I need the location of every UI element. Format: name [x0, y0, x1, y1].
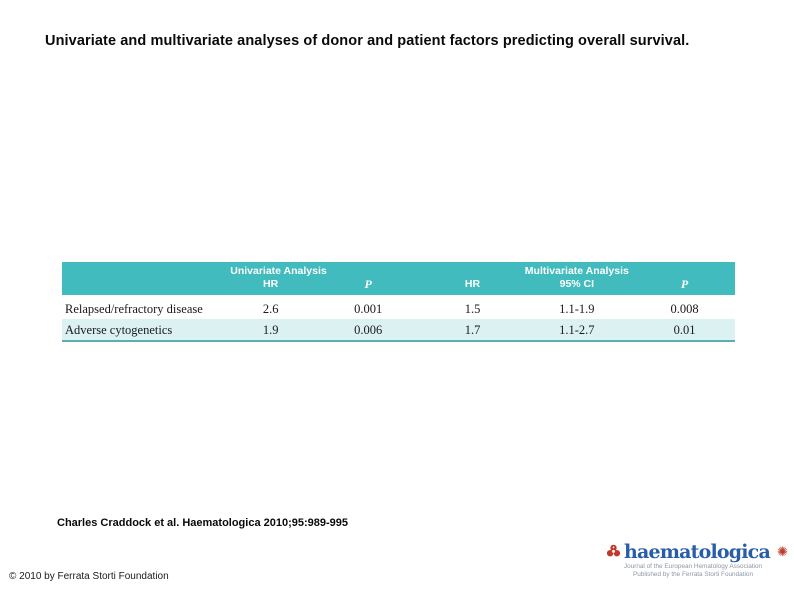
univariate-hr-value: 2.6 [262, 302, 279, 316]
logo-starburst-icon: ✺ [776, 544, 788, 559]
table-body: Relapsed/refractory disease 2.6 0.001 1.… [62, 295, 735, 340]
multivariate-hr-header: HR [425, 278, 520, 295]
header-empty-cell [634, 262, 735, 278]
logo-wordmark-row: haematologica ✺ [606, 540, 788, 563]
multivariate-hr-value: 1.7 [425, 319, 520, 340]
table-subheader-row: HR P HR 95% CI P [62, 278, 735, 295]
header-empty-cell [311, 262, 426, 278]
multivariate-p-header: P [634, 278, 735, 295]
multivariate-ci-value: 1.1-2.7 [519, 319, 635, 340]
row-label: Relapsed/refractory disease [65, 302, 203, 316]
multivariate-ci-header: 95% CI [519, 278, 635, 295]
multivariate-p-value: 0.01 [634, 319, 735, 340]
univariate-p-value: 0.001 [354, 302, 383, 316]
table-row: Adverse cytogenetics 1.9 0.006 1.7 1.1-2… [62, 319, 735, 340]
univariate-hr-header: HR [230, 278, 311, 295]
table-header: Univariate Analysis Multivariate Analysi… [62, 262, 735, 295]
table-group-header-row: Univariate Analysis Multivariate Analysi… [62, 262, 735, 278]
univariate-p-value: 0.006 [311, 319, 426, 340]
logo-tagline-line1: Journal of the European Hematology Assoc… [623, 563, 763, 570]
logo-wordmark: haematologica [624, 540, 771, 563]
multivariate-p-value: 0.008 [670, 302, 699, 316]
univariate-group-header: Univariate Analysis [230, 262, 327, 278]
logo-tagline-line2: Published by the Ferrata Storti Foundati… [632, 571, 754, 578]
multivariate-ci-value: 1.1-1.9 [559, 302, 595, 316]
header-empty-cell [425, 262, 520, 278]
copyright-text: © 2010 by Ferrata Storti Foundation [9, 571, 169, 582]
logo-flower-icon [606, 544, 621, 557]
multivariate-hr-value: 1.5 [464, 302, 481, 316]
table-bottom-rule [62, 340, 735, 342]
results-table: Univariate Analysis Multivariate Analysi… [62, 262, 735, 342]
table-row: Relapsed/refractory disease 2.6 0.001 1.… [62, 295, 735, 319]
row-label: Adverse cytogenetics [62, 319, 231, 340]
haematologica-logo: haematologica ✺ Journal of the European … [606, 540, 788, 578]
citation-text: Charles Craddock et al. Haematologica 20… [57, 517, 349, 529]
header-empty-cell [62, 262, 231, 278]
univariate-hr-value: 1.9 [230, 319, 311, 340]
univariate-multivariate-table: Univariate Analysis Multivariate Analysi… [62, 262, 735, 340]
multivariate-group-header: Multivariate Analysis [519, 262, 635, 278]
univariate-p-header: P [311, 278, 426, 295]
slide-title: Univariate and multivariate analyses of … [45, 33, 690, 49]
header-empty-cell [62, 278, 231, 295]
